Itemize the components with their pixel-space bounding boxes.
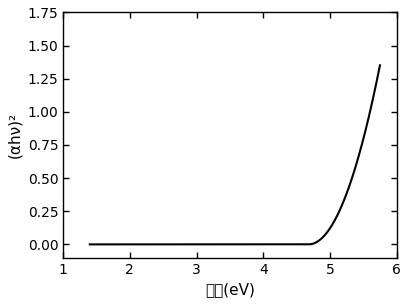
X-axis label: 能量(eV): 能量(eV) xyxy=(205,282,255,297)
Y-axis label: (αhν)²: (αhν)² xyxy=(7,112,22,158)
